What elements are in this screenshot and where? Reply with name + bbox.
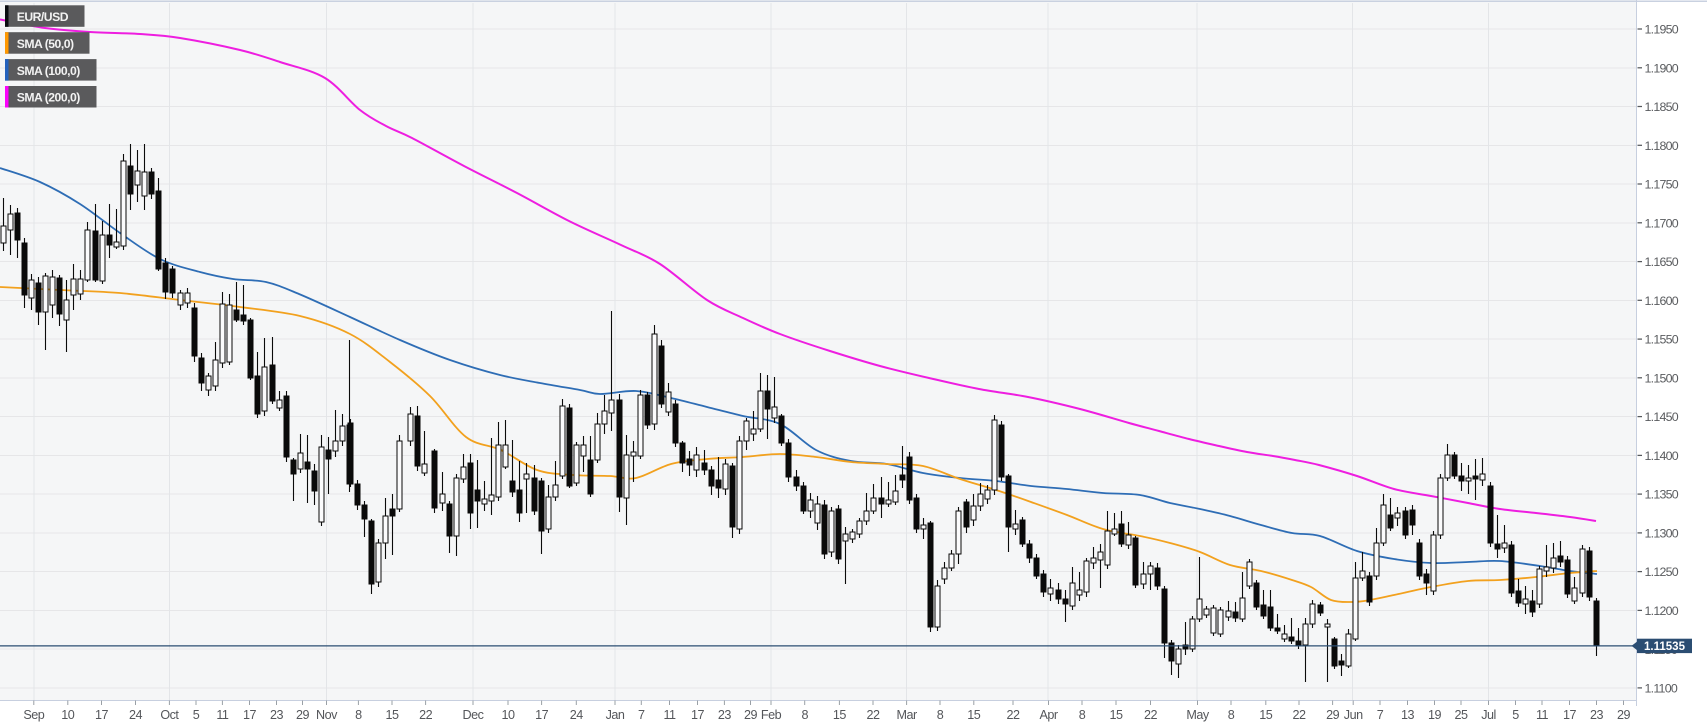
svg-text:15: 15: [1109, 708, 1123, 722]
svg-text:5: 5: [1512, 708, 1519, 722]
svg-text:15: 15: [833, 708, 847, 722]
svg-text:15: 15: [385, 708, 399, 722]
svg-text:Oct: Oct: [160, 708, 179, 722]
svg-text:8: 8: [1079, 708, 1086, 722]
svg-text:May: May: [1186, 708, 1209, 722]
svg-text:SMA (100,0): SMA (100,0): [17, 64, 81, 78]
svg-text:7: 7: [1377, 708, 1384, 722]
svg-text:Mar: Mar: [896, 708, 916, 722]
svg-text:17: 17: [1563, 708, 1577, 722]
svg-text:Feb: Feb: [761, 708, 782, 722]
svg-text:Jul: Jul: [1481, 708, 1496, 722]
svg-text:11: 11: [663, 708, 676, 722]
svg-text:Dec: Dec: [463, 708, 484, 722]
svg-text:29: 29: [744, 708, 758, 722]
svg-text:1.1650: 1.1650: [1645, 255, 1679, 269]
svg-text:17: 17: [691, 708, 705, 722]
svg-text:10: 10: [501, 708, 515, 722]
svg-text:29: 29: [296, 708, 310, 722]
svg-text:22: 22: [1144, 708, 1158, 722]
svg-text:23: 23: [718, 708, 732, 722]
svg-text:Apr: Apr: [1039, 708, 1057, 722]
svg-text:15: 15: [1259, 708, 1273, 722]
svg-text:22: 22: [419, 708, 433, 722]
svg-text:11: 11: [216, 708, 229, 722]
svg-text:1.1400: 1.1400: [1645, 449, 1679, 463]
svg-text:1.1750: 1.1750: [1645, 178, 1679, 192]
svg-text:1.1950: 1.1950: [1645, 23, 1679, 37]
svg-text:5: 5: [193, 708, 200, 722]
svg-text:29: 29: [1617, 708, 1631, 722]
svg-text:11: 11: [1536, 708, 1549, 722]
svg-text:22: 22: [866, 708, 880, 722]
svg-text:1.1100: 1.1100: [1645, 682, 1678, 696]
svg-text:SMA (50,0): SMA (50,0): [17, 37, 74, 51]
svg-text:1.1350: 1.1350: [1645, 488, 1679, 502]
svg-text:8: 8: [801, 708, 808, 722]
svg-text:SMA (200,0): SMA (200,0): [17, 91, 81, 105]
svg-text:Sep: Sep: [23, 708, 44, 722]
svg-text:Jan: Jan: [606, 708, 625, 722]
svg-text:1.1250: 1.1250: [1645, 565, 1679, 579]
svg-text:Nov: Nov: [316, 708, 338, 722]
svg-text:1.1450: 1.1450: [1645, 410, 1679, 424]
svg-text:1.1850: 1.1850: [1645, 100, 1679, 114]
svg-text:8: 8: [1228, 708, 1235, 722]
svg-text:7: 7: [638, 708, 645, 722]
svg-text:1.1200: 1.1200: [1645, 604, 1679, 618]
svg-text:15: 15: [967, 708, 981, 722]
svg-text:EUR/USD: EUR/USD: [17, 10, 69, 24]
svg-text:24: 24: [570, 708, 584, 722]
svg-text:17: 17: [95, 708, 109, 722]
svg-text:22: 22: [1292, 708, 1306, 722]
svg-text:25: 25: [1454, 708, 1468, 722]
svg-text:1.1500: 1.1500: [1645, 371, 1679, 385]
svg-text:23: 23: [1590, 708, 1604, 722]
svg-text:10: 10: [61, 708, 75, 722]
svg-text:1.1550: 1.1550: [1645, 333, 1679, 347]
svg-text:24: 24: [129, 708, 143, 722]
svg-text:17: 17: [243, 708, 257, 722]
svg-text:1.1800: 1.1800: [1645, 139, 1679, 153]
svg-text:22: 22: [1006, 708, 1020, 722]
svg-text:13: 13: [1401, 708, 1415, 722]
svg-text:8: 8: [355, 708, 362, 722]
svg-text:8: 8: [937, 708, 944, 722]
svg-text:Jun: Jun: [1344, 708, 1363, 722]
svg-text:23: 23: [270, 708, 284, 722]
svg-text:1.1600: 1.1600: [1645, 294, 1679, 308]
svg-text:1.11535: 1.11535: [1644, 641, 1686, 653]
svg-text:1.1700: 1.1700: [1645, 216, 1679, 230]
svg-text:1.1300: 1.1300: [1645, 527, 1679, 541]
svg-text:17: 17: [535, 708, 549, 722]
svg-text:1.1900: 1.1900: [1645, 61, 1679, 75]
svg-text:19: 19: [1428, 708, 1442, 722]
svg-text:29: 29: [1326, 708, 1340, 722]
